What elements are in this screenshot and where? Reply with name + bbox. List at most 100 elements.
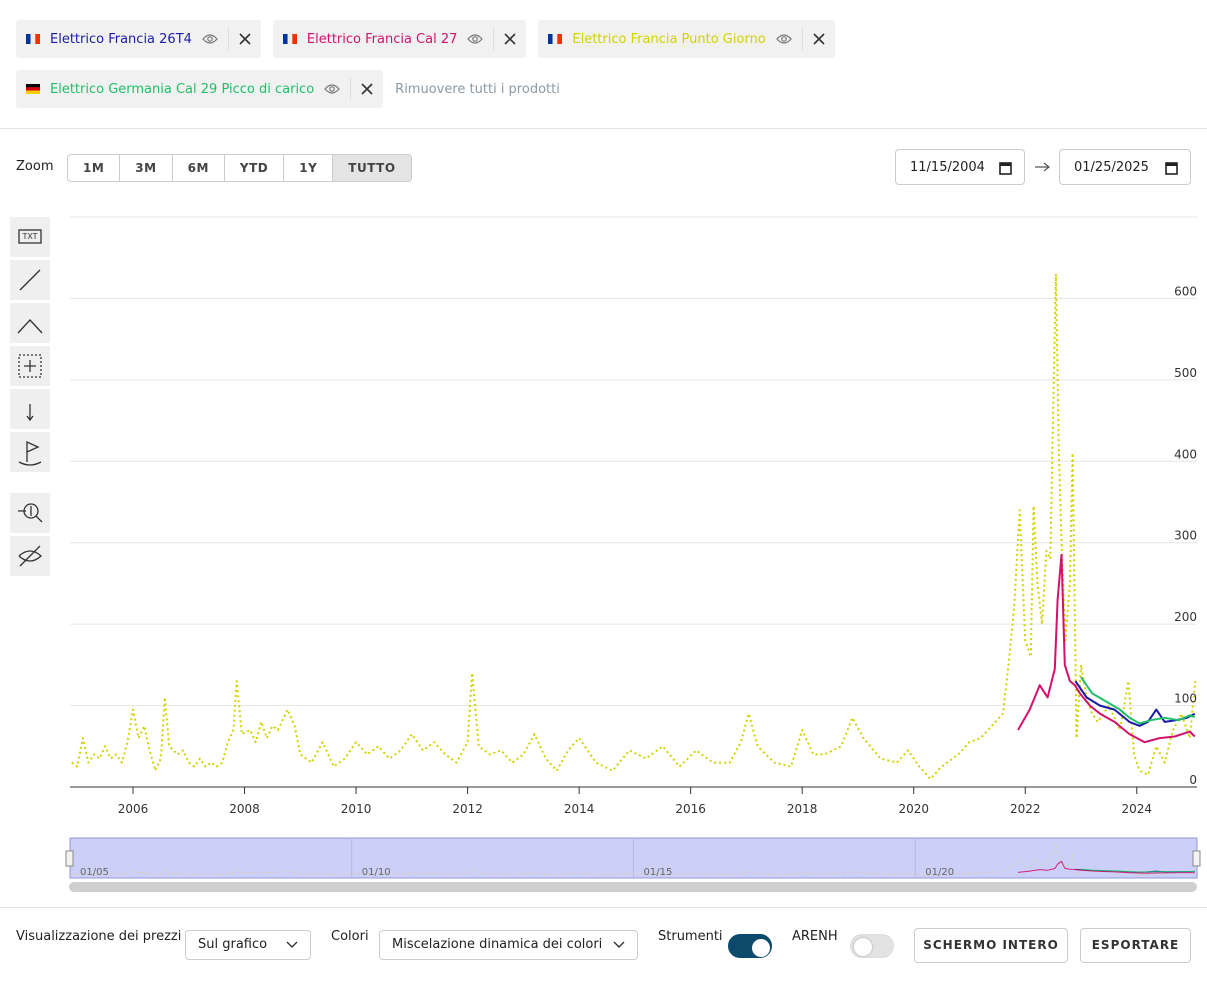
separator	[801, 28, 803, 50]
colors-label: Colori	[331, 929, 369, 944]
y-tick-label: 100	[1174, 692, 1197, 706]
remove-all[interactable]: Rimuovere tutti i prodotti	[395, 81, 560, 97]
zoom-button[interactable]: 1M	[68, 155, 121, 181]
y-tick-label: 600	[1174, 284, 1197, 298]
pupil	[472, 36, 479, 42]
divider	[0, 128, 1207, 129]
x-tick-label: 2022	[1010, 802, 1041, 816]
fullscreen-button[interactable]: SCHERMO INTERO	[914, 928, 1068, 963]
remove-icon[interactable]	[239, 33, 251, 45]
eye	[202, 34, 218, 44]
zoom-button[interactable]: 1Y	[284, 155, 334, 181]
flag	[26, 84, 40, 94]
product-chip: Elettrico Francia Cal 27	[272, 20, 527, 58]
range-arrow	[1035, 162, 1050, 172]
toggle-knob	[752, 939, 770, 957]
product-chips: Elettrico Francia 26T4 Elettrico Francia …	[16, 20, 876, 108]
remove-icon[interactable]	[504, 33, 516, 45]
product-chip: Elettrico Francia Punto Giorno	[538, 20, 835, 58]
y-tick-label: 300	[1174, 529, 1197, 543]
price-display-select[interactable]: Sul grafico	[185, 930, 311, 960]
date-from[interactable]: 11/15/2004	[895, 149, 1025, 185]
navigator-label: 01/15	[644, 867, 673, 878]
separator	[493, 28, 495, 50]
legend-entry: Elettrico Francia Punto Giorno	[572, 31, 766, 47]
toggle-knob	[854, 938, 872, 956]
plot	[71, 273, 1197, 780]
series-line	[1080, 868, 1195, 873]
visibility-icon[interactable]	[324, 83, 340, 95]
series-line	[71, 273, 1197, 780]
flag-stripe	[26, 34, 31, 44]
cross	[504, 33, 516, 45]
divider	[0, 907, 1207, 908]
tools-toggle[interactable]	[728, 934, 772, 958]
zoom-button[interactable]: YTD	[225, 155, 285, 181]
x-tick-label: 2018	[787, 802, 818, 816]
series-line	[1080, 676, 1196, 725]
flag-stripe	[292, 34, 297, 44]
series-line	[71, 843, 1196, 876]
remove-icon[interactable]	[361, 83, 373, 95]
pupil	[780, 36, 787, 42]
x-tick-label: 2014	[564, 802, 595, 816]
flag-stripe	[287, 34, 293, 44]
drawing-toolbar: TXT	[10, 217, 50, 576]
x-tick-label: 2008	[229, 802, 260, 816]
select-value: Miscelazione dinamica dei colori	[392, 937, 603, 952]
series-line	[1017, 860, 1195, 874]
flag-stripe	[557, 34, 563, 44]
arenh-toggle[interactable]	[850, 934, 894, 958]
y-tick-label: 200	[1174, 610, 1197, 624]
arenh-label: ARENH	[792, 929, 838, 944]
visibility-icon[interactable]	[775, 33, 792, 45]
product-chip: Elettrico Germania Cal 29 Picco di caric…	[16, 70, 384, 108]
chevron	[613, 941, 625, 948]
flag	[26, 34, 40, 44]
legend-entry: Elettrico Francia Cal 27	[306, 31, 458, 47]
zoom-button[interactable]: TUTTO	[333, 155, 411, 181]
navigator-label: 01/10	[362, 867, 391, 878]
visibility-icon[interactable]	[202, 33, 218, 45]
visibility-icon[interactable]	[467, 33, 484, 45]
x-tick-label: 2024	[1122, 802, 1153, 816]
date-text: 11/15/2004	[910, 160, 985, 175]
flag-stripe	[548, 34, 554, 44]
flag-stripe	[26, 84, 40, 88]
legend-entry: Elettrico Francia 26T4	[50, 31, 192, 47]
date-to[interactable]: 01/25/2025	[1059, 149, 1191, 185]
flag-stripe	[26, 87, 40, 91]
flag	[548, 34, 563, 44]
eye	[467, 34, 484, 44]
legend-entry: Elettrico Germania Cal 29 Picco di caric…	[50, 81, 315, 97]
series-line	[1017, 553, 1196, 744]
x-tick-label: 2020	[898, 802, 929, 816]
navigator-handle[interactable]	[65, 850, 74, 867]
flag-stripe	[35, 34, 40, 44]
zoom-button[interactable]: 3M	[120, 155, 173, 181]
select-value: Sul grafico	[198, 937, 268, 952]
product-chip: Elettrico Francia 26T4	[16, 20, 261, 58]
y-tick-label: 500	[1174, 366, 1197, 380]
zoom-buttons: 1M 3M 6M YTD 1Y TUTTO	[67, 154, 412, 182]
flag	[282, 34, 297, 44]
x-tick-label: 2010	[341, 802, 372, 816]
navigator-handle[interactable]	[1192, 850, 1201, 867]
colors-select[interactable]: Miscelazione dinamica dei colori	[379, 930, 638, 960]
cross	[813, 33, 825, 45]
zoom-button[interactable]: 6M	[173, 155, 225, 181]
chart: TXT 01/05 01/10 01/15 01/20 0 100 200 300 400 50…	[10, 216, 1201, 892]
scrollbar[interactable]	[69, 882, 1197, 892]
pupil	[207, 36, 213, 42]
remove-icon[interactable]	[813, 33, 825, 45]
export-button[interactable]: ESPORTARE	[1080, 928, 1191, 963]
y-tick-label: 400	[1174, 447, 1197, 461]
navigator-content: 01/05 01/10 01/15 01/20	[71, 839, 1196, 878]
x-tick-label: 2012	[452, 802, 483, 816]
date-text: 01/25/2025	[1074, 160, 1149, 175]
eye	[775, 34, 792, 44]
pupil	[329, 86, 335, 92]
zoom-label: Zoom	[16, 159, 54, 174]
flag-stripe	[26, 90, 40, 94]
